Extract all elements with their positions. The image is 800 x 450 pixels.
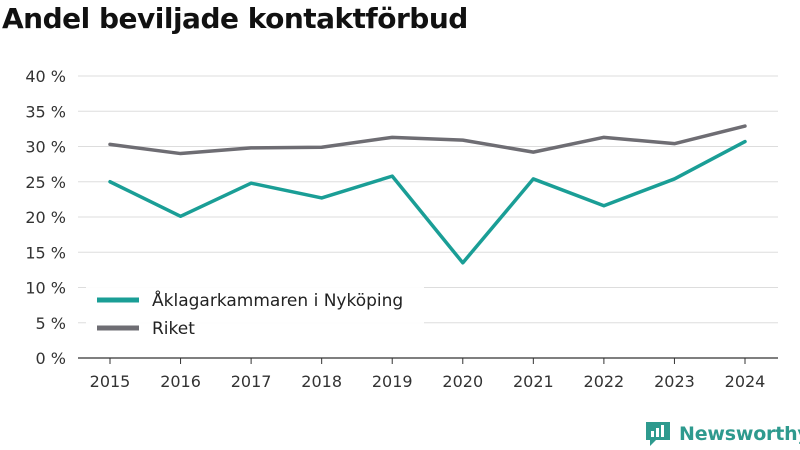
- series-lines: [108, 124, 747, 265]
- newsworthy-logo-icon: [646, 422, 670, 446]
- y-tick-label: 35 %: [25, 102, 66, 121]
- series-line-riket: [108, 124, 747, 156]
- brand-logo: Newsworthy: [645, 420, 800, 448]
- y-tick-label: 15 %: [25, 243, 66, 262]
- y-tick-label: 5 %: [36, 314, 66, 333]
- y-tick-label: 0 %: [36, 349, 66, 368]
- y-tick-label: 25 %: [25, 173, 66, 192]
- series-line-nykoping: [108, 139, 747, 265]
- x-tick-label: 2019: [372, 372, 413, 391]
- y-tick-label: 30 %: [25, 138, 66, 157]
- x-tick-label: 2015: [90, 372, 131, 391]
- x-tick-label: 2022: [584, 372, 625, 391]
- y-tick-label: 40 %: [25, 67, 66, 86]
- x-tick-label: 2017: [231, 372, 272, 391]
- legend-label: Åklagarkammaren i Nyköping: [152, 289, 403, 311]
- y-axis: 0 % 5 % 10 % 15 % 20 % 25 % 30 % 35 % 40 %: [25, 67, 66, 368]
- y-tick-label: 20 %: [25, 208, 66, 227]
- chart-title: Andel beviljade kontaktförbud: [2, 2, 468, 35]
- x-tick-label: 2023: [654, 372, 695, 391]
- legend-background: [86, 280, 424, 344]
- legend-label: Riket: [152, 319, 195, 339]
- x-tick-label: 2021: [513, 372, 554, 391]
- x-tick-label: 2016: [160, 372, 201, 391]
- brand-name: Newsworthy: [679, 423, 800, 445]
- legend: Åklagarkammaren i Nyköping Riket: [86, 280, 424, 344]
- x-tick-label: 2018: [301, 372, 342, 391]
- y-tick-label: 10 %: [25, 279, 66, 298]
- x-tick-label: 2020: [442, 372, 483, 391]
- x-tick-label: 2024: [725, 372, 766, 391]
- x-axis: 2015 2016 2017 2018 2019 2020 2021 2022 2023 2024: [90, 358, 766, 391]
